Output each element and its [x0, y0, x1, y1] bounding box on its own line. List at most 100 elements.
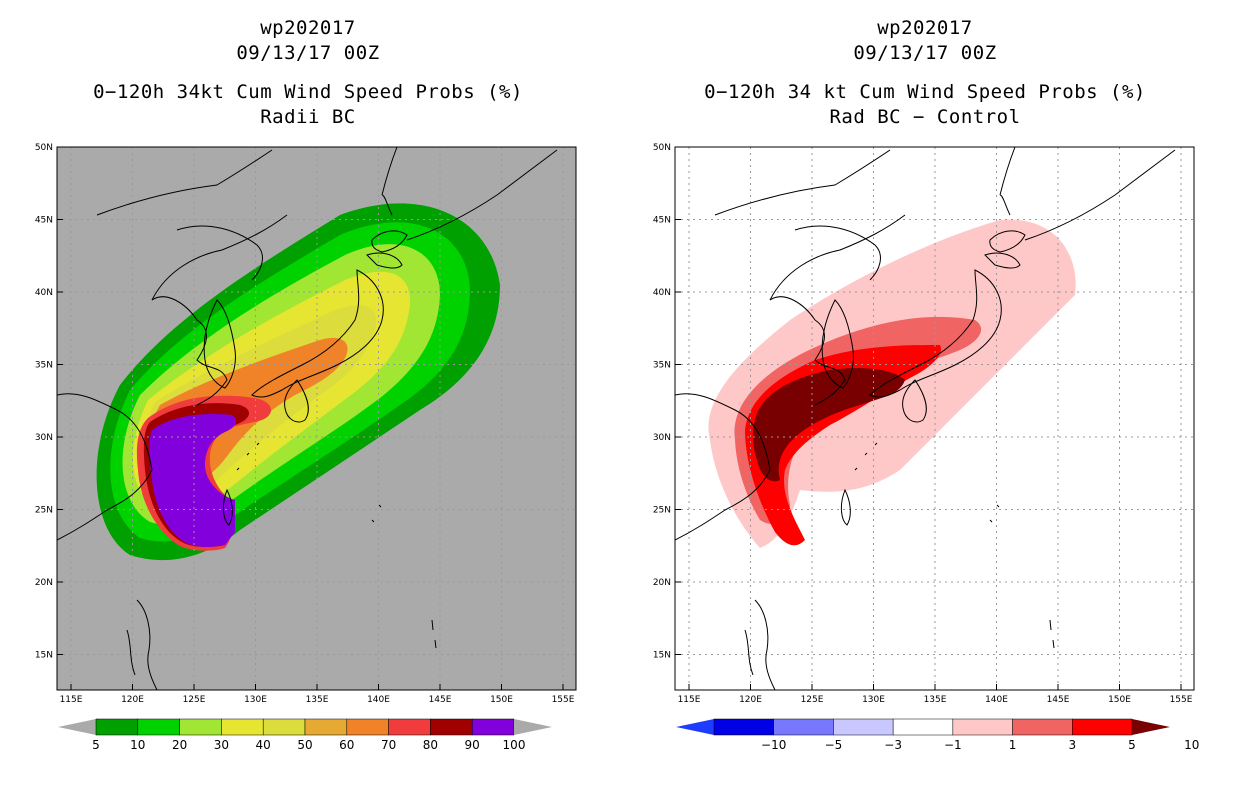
coastline: [151, 296, 228, 406]
coastline: [176, 225, 263, 281]
coastline: [151, 214, 288, 301]
right-difference-field: [708, 219, 1076, 549]
lon-label: 125E: [801, 695, 824, 705]
lat-label: 30N: [653, 433, 671, 443]
lat-label: 40N: [35, 288, 53, 298]
coastline: [744, 629, 754, 676]
colorbar-box: [833, 718, 894, 736]
coastline: [366, 252, 403, 269]
coastline: [984, 252, 1021, 269]
right-storm-id: wp202017: [877, 17, 973, 39]
lon-label: 145E: [1047, 695, 1070, 705]
colorbar-box: [388, 718, 431, 736]
coastline: [821, 299, 854, 389]
colorbar-label: 70: [381, 738, 396, 752]
colorbar-label: 40: [256, 738, 271, 752]
colorbar-high-arrow: [1132, 719, 1170, 735]
colorbar-box: [713, 718, 774, 736]
colorbar-box: [95, 718, 139, 736]
lon-label: 145E: [429, 695, 452, 705]
colorbar-box: [471, 718, 515, 736]
coastline: [769, 296, 846, 406]
coastline: [854, 442, 878, 471]
coastline: [251, 269, 384, 398]
colorbar-label: 60: [339, 738, 354, 752]
coastline: [406, 149, 558, 241]
coastline: [136, 599, 158, 690]
right-coastlines: [675, 147, 1176, 690]
left-storm-id: wp202017: [260, 17, 356, 39]
colorbar-label: 30: [214, 738, 229, 752]
coastline: [1024, 149, 1176, 241]
lon-label: 135E: [306, 695, 329, 705]
lon-label: 150E: [490, 695, 513, 705]
coastline: [902, 379, 927, 423]
left-gridlines: [57, 147, 576, 690]
left-title: 0−120h 34kt Cum Wind Speed Probs (%): [93, 81, 523, 103]
lon-label: 125E: [183, 695, 206, 705]
colorbar-label: 20: [172, 738, 187, 752]
lat-label: 45N: [35, 216, 53, 226]
coastline: [203, 299, 236, 389]
coastline: [381, 147, 398, 216]
coastline: [869, 269, 1002, 398]
colorbar-label: 10: [1184, 738, 1199, 752]
lon-label: 150E: [1108, 695, 1131, 705]
right-axis-labels: 115E 120E 125E 130E 135E 140E 145E 150E 155E 15N 2…: [653, 143, 1193, 705]
coastline: [714, 149, 891, 216]
right-subtitle: Rad BC − Control: [829, 106, 1021, 128]
colorbar-box: [179, 718, 222, 736]
colorbar-label: −1: [944, 738, 962, 752]
left-subtitle: Radii BC: [260, 106, 356, 128]
lat-label: 20N: [653, 578, 671, 588]
colorbar-label: −10: [761, 738, 786, 752]
lon-label: 120E: [739, 695, 762, 705]
diff-band-10: [752, 368, 905, 482]
lat-label: 15N: [653, 651, 671, 661]
coastline: [794, 225, 881, 281]
colorbar-box: [262, 718, 306, 736]
diff-band-3: [734, 316, 982, 525]
coastline: [284, 379, 309, 423]
colorbar-label: −5: [825, 738, 843, 752]
colorbar-low-arrow: [676, 719, 714, 735]
colorbar-label: 5: [1128, 738, 1136, 752]
lon-label: 140E: [985, 695, 1008, 705]
coastline: [840, 488, 851, 526]
colorbar-label: 10: [130, 738, 145, 752]
colorbar-box: [1012, 718, 1073, 736]
lon-label: 155E: [1170, 695, 1193, 705]
lon-label: 130E: [244, 695, 267, 705]
lat-label: 40N: [653, 288, 671, 298]
right-title-block: wp202017 09/13/17 00Z 0−120h 34 kt Cum W…: [675, 16, 1175, 130]
colorbar-box: [892, 718, 954, 736]
coastline: [1049, 619, 1055, 649]
colorbar-label: 50: [297, 738, 312, 752]
lat-label: 50N: [653, 143, 671, 153]
left-colorbar: 5 10 20 30 40 50 60 70 80 90 100: [58, 718, 552, 752]
colorbar-label: 90: [465, 738, 480, 752]
colorbar-box: [304, 718, 348, 736]
colorbar-box: [773, 718, 834, 736]
coastline: [126, 629, 136, 676]
lat-label: 30N: [35, 433, 53, 443]
left-axis-labels: 115E 120E 125E 130E 135E 140E 145E 150E 155E 15N 2…: [35, 143, 575, 705]
right-title: 0−120h 34 kt Cum Wind Speed Probs (%): [704, 81, 1146, 103]
lon-label: 135E: [924, 695, 947, 705]
coastline: [222, 488, 233, 526]
left-coastlines: [57, 147, 558, 690]
lat-label: 50N: [35, 143, 53, 153]
coastline: [989, 504, 1000, 523]
right-gridlines: [675, 147, 1194, 690]
coastline: [989, 230, 1026, 253]
colorbar-box: [137, 718, 180, 736]
colorbar-label: 3: [1068, 738, 1076, 752]
coastline: [675, 393, 771, 541]
colorbar-low-arrow: [58, 719, 96, 735]
colorbar-box: [346, 718, 389, 736]
right-map: 115E 120E 125E 130E 135E 140E 145E 150E 155E 15N 2…: [653, 143, 1195, 705]
coastline: [371, 230, 408, 253]
left-title-block: wp202017 09/13/17 00Z 0−120h 34kt Cum Wi…: [58, 16, 558, 130]
coastline: [754, 599, 776, 690]
